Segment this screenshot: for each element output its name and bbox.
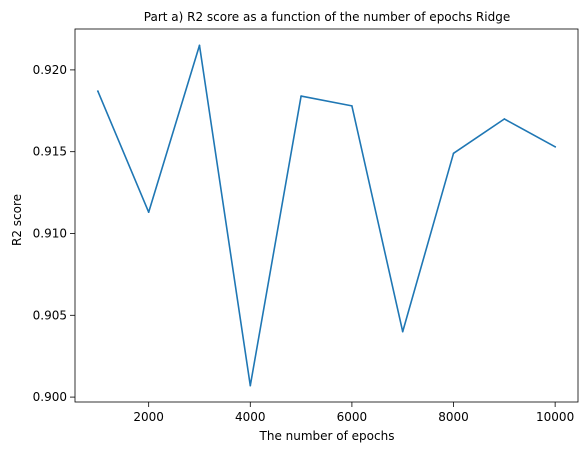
y-tick-label: 0.920 <box>33 63 67 77</box>
data-point <box>147 211 150 214</box>
y-tick-label: 0.915 <box>33 145 67 159</box>
data-point <box>97 90 99 92</box>
y-tick-label: 0.905 <box>33 308 67 322</box>
x-tick-label: 4000 <box>235 410 266 424</box>
x-tick-label: 10000 <box>536 410 574 424</box>
data-point <box>452 152 455 155</box>
x-tick-label: 6000 <box>337 410 368 424</box>
x-tick-label: 2000 <box>133 410 164 424</box>
y-tick-label: 0.910 <box>33 226 67 240</box>
x-axis-label: The number of epochs <box>259 429 395 443</box>
x-tick-label: 8000 <box>438 410 469 424</box>
series-line-0 <box>96 44 557 387</box>
data-point <box>503 118 506 120</box>
data-point <box>249 384 252 387</box>
plot-area: 2000 4000 6000 8000 10000 0.900 0.905 0.910 0.91… <box>33 28 579 424</box>
data-point <box>401 330 404 333</box>
data-point <box>300 95 302 97</box>
chart-title: Part a) R2 score as a function of the nu… <box>144 10 510 24</box>
data-point <box>198 44 201 47</box>
y-tick-label: 0.900 <box>33 390 67 404</box>
data-point <box>351 105 353 107</box>
data-point <box>554 145 556 148</box>
axes-frame <box>74 28 579 403</box>
y-axis-label: R2 score <box>10 194 24 246</box>
